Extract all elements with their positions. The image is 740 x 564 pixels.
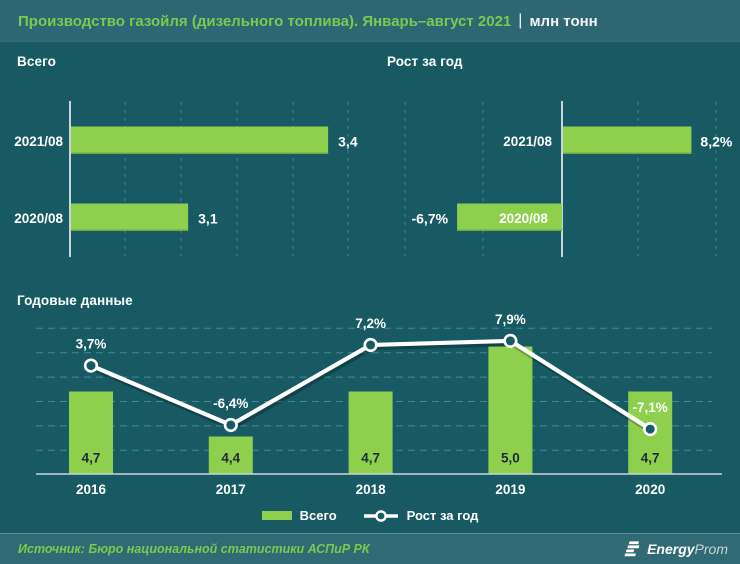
bar-value-label: 3,4 xyxy=(338,133,358,149)
logo-bar xyxy=(627,545,640,549)
bar-edge xyxy=(71,152,329,154)
x-axis-label: 2018 xyxy=(356,482,387,497)
bar-value-label: 4,7 xyxy=(641,451,660,466)
title-unit: млн тонн xyxy=(529,12,598,30)
bar-annual xyxy=(208,436,253,474)
bar-value-label: 8,2% xyxy=(700,133,732,149)
bar-value-label: 4,7 xyxy=(361,451,380,466)
legend-label-total: Всего xyxy=(299,508,337,523)
legend: Всего Рост за год xyxy=(0,508,740,523)
bar-category-label: 2021/08 xyxy=(503,134,552,149)
line-value-label: 3,7% xyxy=(76,337,107,352)
bar-edge xyxy=(457,229,562,231)
page-title: Производство газойля (дизельного топлива… xyxy=(18,12,512,30)
x-axis-label: 2020 xyxy=(635,482,665,497)
bar-category-label: 2021/08 xyxy=(14,134,63,149)
legend-line-marker-icon xyxy=(363,509,398,522)
bar-value-label: 3,1 xyxy=(198,210,218,226)
legend-label-growth: Рост за год xyxy=(406,508,479,523)
section-title-annual: Годовые данные xyxy=(17,293,133,308)
logo-bar xyxy=(628,541,640,545)
line-marker xyxy=(223,417,238,433)
line-marker xyxy=(643,421,658,437)
bar-growth xyxy=(457,203,562,231)
source-text: Источник: Бюро национальной статистики А… xyxy=(18,542,370,556)
energyprom-logo: EnergyProm xyxy=(624,540,728,558)
line-value-label: 7,9% xyxy=(495,312,526,327)
bar-annual xyxy=(69,391,113,474)
line-marker xyxy=(83,358,99,373)
bar-value-label: 4,7 xyxy=(82,451,101,466)
section-title-total: Всего xyxy=(17,54,56,69)
energyprom-icon xyxy=(624,541,640,557)
bar-annual xyxy=(348,391,393,474)
line-value-label: 7,2% xyxy=(355,316,386,331)
line-marker xyxy=(503,333,518,348)
bar-category-label-inside: 2020/08 xyxy=(499,211,548,226)
bar-total xyxy=(71,126,329,154)
logo-text-light: Prom xyxy=(694,541,728,557)
line-value-label: -6,4% xyxy=(213,396,248,411)
logo-wordmark: EnergyProm xyxy=(647,541,728,557)
bar-growth xyxy=(563,126,692,154)
legend-marker xyxy=(374,509,387,522)
x-axis-label: 2017 xyxy=(216,482,246,497)
bar-edge xyxy=(71,229,189,231)
legend-item-total: Всего xyxy=(261,508,337,523)
logo-text-bold: Energy xyxy=(647,541,695,557)
bar-category-label: 2020/08 xyxy=(14,211,63,226)
bar-total xyxy=(71,203,189,231)
x-axis-label: 2016 xyxy=(76,482,107,497)
bar-value-label: 4,4 xyxy=(221,451,240,466)
legend-item-growth: Рост за год xyxy=(363,508,479,523)
bar-edge xyxy=(563,152,692,154)
footer-band: Источник: Бюро национальной статистики А… xyxy=(0,533,740,564)
header-band: Производство газойля (дизельного топлива… xyxy=(0,0,740,43)
title-separator: | xyxy=(518,12,523,29)
logo-bar xyxy=(624,553,637,557)
line-value-label: -7,1% xyxy=(633,400,668,415)
x-axis-label: 2019 xyxy=(495,482,525,497)
logo-bar xyxy=(625,549,635,553)
legend-bar-swatch xyxy=(261,511,292,520)
section-title-growth: Рост за год xyxy=(387,54,463,69)
bar-value-label: -6,7% xyxy=(411,210,448,226)
bar-annual xyxy=(488,346,533,474)
line-marker xyxy=(363,337,378,353)
bar-value-label: 5,0 xyxy=(501,451,520,466)
